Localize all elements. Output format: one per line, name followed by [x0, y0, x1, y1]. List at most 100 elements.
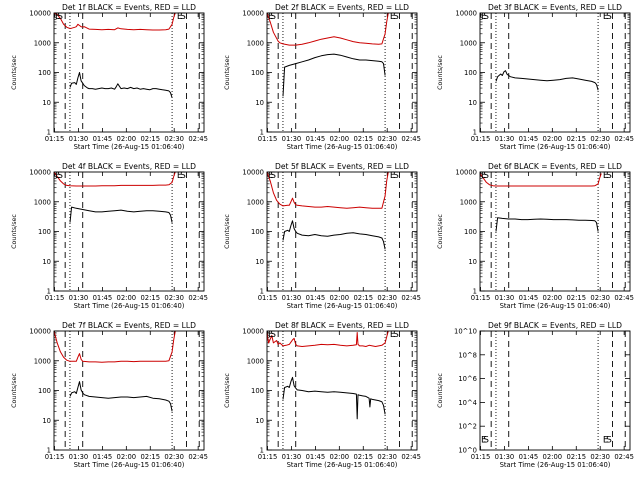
series-events-line: [282, 53, 386, 97]
marker-s: S: [270, 12, 276, 22]
x-tick-label: 02:45: [614, 135, 634, 143]
y-tick-label: 10: [468, 258, 477, 266]
x-tick-label: 02:15: [353, 135, 373, 143]
x-tick-label: 01:45: [93, 294, 113, 302]
y-tick-label: 1: [260, 288, 264, 296]
x-tick-label: 02:00: [543, 135, 563, 143]
x-tick-label: 02:45: [401, 453, 421, 461]
series-events-line: [69, 381, 173, 412]
y-tick-label: 100: [251, 228, 264, 236]
x-tick-label: 01:45: [306, 294, 326, 302]
y-tick-label: 1000: [34, 357, 51, 365]
y-tick-label: 1000: [460, 198, 477, 206]
plot-frame: [479, 171, 631, 292]
y-tick-label: 1000: [247, 357, 264, 365]
y-tick-label: 10^6: [458, 375, 477, 383]
x-tick-label: 01:45: [93, 453, 113, 461]
x-tick-label: 02:15: [353, 453, 373, 461]
series-events-line: [69, 72, 173, 98]
x-tick-label: 02:30: [590, 453, 610, 461]
series-events-line: [282, 220, 386, 250]
x-tick-label: 01:30: [69, 135, 89, 143]
x-tick-label: 02:15: [566, 294, 586, 302]
y-tick-label: 10000: [29, 328, 51, 336]
y-axis-label: Counts/sec: [11, 373, 18, 408]
x-tick-label: 02:45: [188, 294, 208, 302]
y-tick-label: 1000: [247, 198, 264, 206]
x-tick-label: 01:30: [282, 135, 302, 143]
x-tick-label: 01:30: [495, 453, 515, 461]
y-tick-label: 1000: [34, 39, 51, 47]
x-tick-label: 02:30: [164, 135, 184, 143]
plot-frame: [266, 12, 418, 133]
marker-s: S: [180, 12, 186, 22]
y-tick-label: 10: [255, 417, 264, 425]
y-tick-label: 10: [42, 99, 51, 107]
marker-e: E: [481, 12, 487, 22]
x-tick-label: 01:45: [306, 453, 326, 461]
y-tick-label: 10^4: [458, 399, 477, 407]
y-tick-label: 1: [473, 129, 477, 137]
series-lld-line: [479, 173, 602, 187]
y-tick-label: 10: [42, 258, 51, 266]
panel-9: Det 9f BLACK = Events, RED = LLD Counts/s…: [437, 321, 634, 469]
x-tick-label: 02:00: [117, 294, 137, 302]
marker-e: E: [55, 12, 61, 22]
x-tick-label: 02:30: [164, 294, 184, 302]
y-axis-label: Counts/sec: [224, 214, 231, 249]
marker-e: E: [603, 435, 609, 445]
plot-frame: [479, 12, 631, 133]
marker-s: S: [606, 171, 612, 181]
y-tick-label: 1000: [460, 39, 477, 47]
y-tick-label: 10000: [242, 169, 264, 177]
y-axis-label: Counts/sec: [11, 55, 18, 90]
y-tick-label: 10000: [242, 328, 264, 336]
x-axis-label: Start Time (26-Aug-15 01:06:40): [287, 461, 398, 469]
panel-4: Det 4f BLACK = Events, RED = LLD Counts/s…: [11, 162, 208, 310]
x-tick-label: 01:30: [495, 294, 515, 302]
y-axis-label: Counts/sec: [437, 373, 444, 408]
x-tick-label: 01:45: [306, 135, 326, 143]
x-tick-label: 02:45: [188, 453, 208, 461]
marker-e: E: [390, 171, 396, 181]
y-tick-label: 10^2: [458, 423, 477, 431]
marker-e: E: [55, 171, 61, 181]
y-tick-label: 10000: [455, 10, 477, 18]
marker-s: S: [270, 171, 276, 181]
series-lld-line: [266, 12, 389, 46]
x-tick-label: 02:45: [401, 135, 421, 143]
x-tick-label: 02:15: [140, 135, 160, 143]
marker-e: E: [481, 171, 487, 181]
x-tick-label: 01:30: [69, 453, 89, 461]
y-tick-label: 100: [464, 69, 477, 77]
y-tick-label: 10^8: [458, 351, 477, 359]
marker-e: E: [268, 12, 274, 22]
x-tick-label: 02:30: [590, 294, 610, 302]
marker-s: S: [606, 12, 612, 22]
x-axis-label: Start Time (26-Aug-15 01:06:40): [500, 461, 611, 469]
marker-e: E: [390, 12, 396, 22]
marker-s: S: [57, 171, 63, 181]
x-tick-label: 01:30: [282, 453, 302, 461]
x-axis-label: Start Time (26-Aug-15 01:06:40): [287, 302, 398, 310]
panel-title: Det 9f BLACK = Events, RED = LLD: [488, 321, 622, 330]
y-tick-label: 1: [47, 129, 51, 137]
x-tick-label: 02:00: [330, 294, 350, 302]
x-tick-label: 01:15: [258, 294, 278, 302]
y-tick-label: 10000: [242, 10, 264, 18]
y-tick-label: 100: [464, 228, 477, 236]
y-tick-label: 1: [473, 288, 477, 296]
marker-s: S: [393, 171, 399, 181]
series-lld-line: [53, 330, 176, 363]
y-axis-label: Counts/sec: [437, 55, 444, 90]
marker-e: E: [268, 171, 274, 181]
x-axis-label: Start Time (26-Aug-15 01:06:40): [500, 143, 611, 151]
series-lld-line: [266, 171, 389, 209]
x-tick-label: 01:15: [258, 135, 278, 143]
x-tick-label: 01:15: [471, 453, 491, 461]
y-tick-label: 100: [251, 69, 264, 77]
marker-s: S: [606, 435, 612, 445]
series-lld-line: [266, 330, 389, 347]
